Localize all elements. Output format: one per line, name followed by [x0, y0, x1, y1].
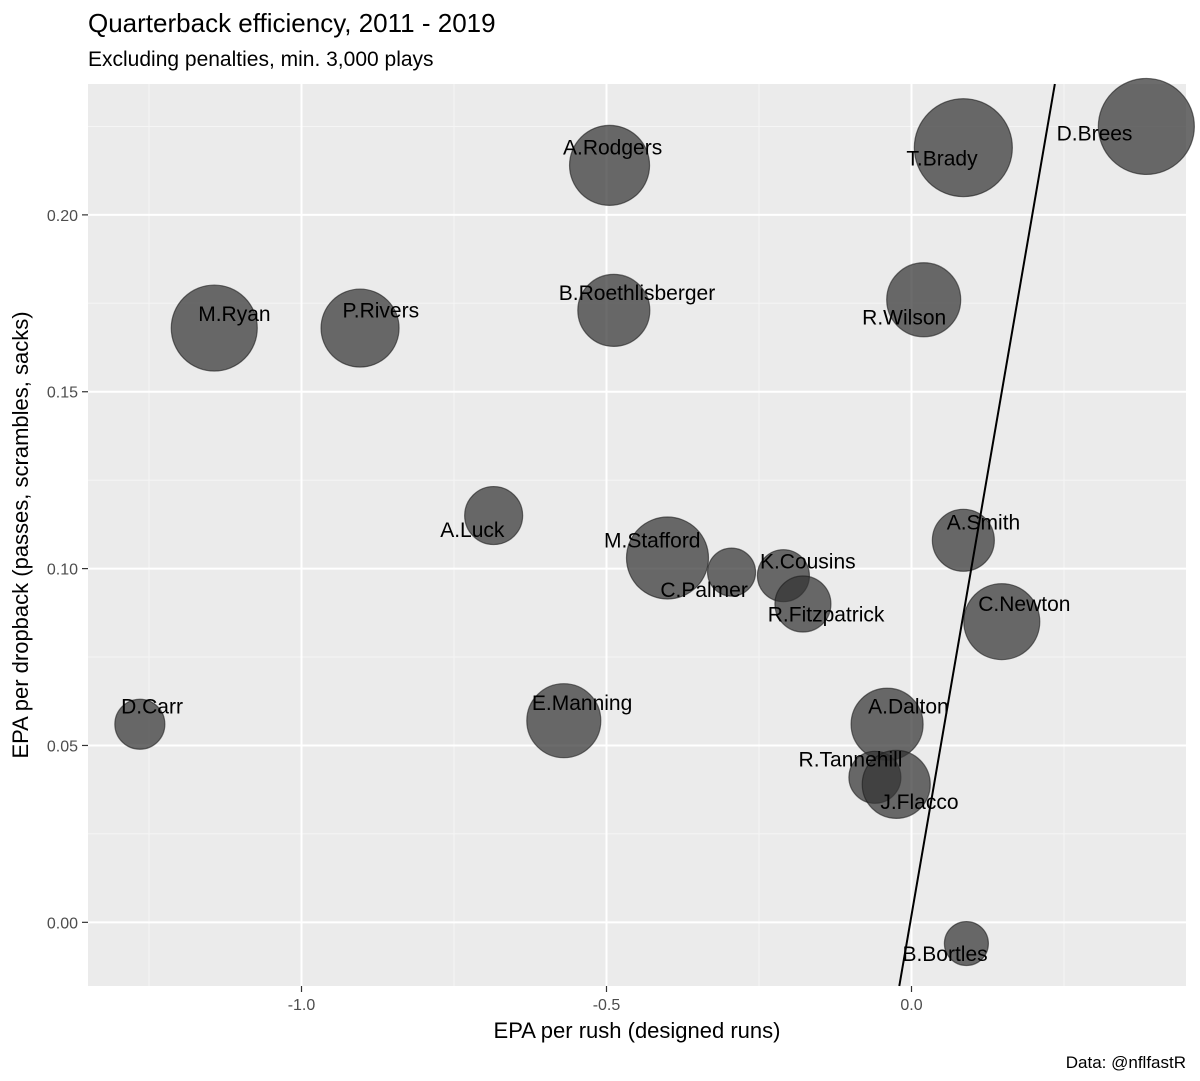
point-label-t-brady: T.Brady	[906, 147, 978, 170]
y-axis: 0.00 0.05 0.10 0.15 0.20	[47, 208, 88, 932]
bubble-c-palmer	[706, 547, 757, 597]
x-tick-label: 0.0	[900, 997, 922, 1014]
chart-caption: Data: @nflfastR	[1066, 1053, 1186, 1072]
bubble-a-luck	[464, 485, 524, 546]
reference-line-layer	[898, 83, 1056, 987]
bubble-d-brees	[1097, 77, 1195, 176]
point-label-c-palmer: C.Palmer	[660, 579, 748, 602]
bubble-m-stafford	[625, 516, 710, 600]
point-label-a-rodgers: A.Rodgers	[563, 137, 662, 160]
point-label-b-bortles: B.Bortles	[902, 943, 987, 966]
reference-line	[898, 83, 1056, 987]
point-label-e-manning: E.Manning	[532, 692, 632, 715]
point-label-m-ryan: M.Ryan	[198, 303, 270, 326]
point-label-a-smith: A.Smith	[947, 512, 1021, 535]
y-tick-label: 0.00	[47, 915, 78, 932]
point-label-r-fitzpatrick: R.Fitzpatrick	[768, 604, 885, 627]
point-label-r-tannehill: R.Tannehill	[799, 749, 903, 772]
bubble-t-brady	[913, 98, 1013, 198]
point-label-j-flacco: J.Flacco	[880, 791, 958, 814]
bubble-d-carr	[114, 698, 166, 750]
point-label-p-rivers: P.Rivers	[342, 299, 419, 322]
point-label-m-stafford: M.Stafford	[604, 529, 701, 552]
x-tick-label: -1.0	[288, 997, 316, 1014]
point-label-r-wilson: R.Wilson	[862, 307, 946, 330]
bubble-b-bortles	[943, 920, 990, 967]
bubble-p-rivers	[320, 288, 400, 368]
point-label-d-brees: D.Brees	[1057, 123, 1133, 146]
point-label-c-newton: C.Newton	[978, 593, 1070, 616]
bubble-b-roethlisberger	[577, 273, 651, 347]
y-axis-title: EPA per dropback (passes, scrambles, sac…	[8, 311, 33, 758]
y-tick-label: 0.05	[47, 738, 78, 755]
point-labels-layer: D.Brees T.Brady A.Rodgers R.Wilson B.Roethli…	[121, 123, 1132, 967]
x-axis: -1.0 -0.5 0.0	[288, 986, 923, 1014]
chart-title: Quarterback efficiency, 2011 - 2019	[88, 8, 496, 38]
point-label-d-carr: D.Carr	[121, 696, 183, 719]
point-label-k-cousins: K.Cousins	[760, 551, 856, 574]
bubble-c-newton	[963, 583, 1041, 661]
x-tick-label: -0.5	[593, 997, 621, 1014]
bubble-r-wilson	[886, 262, 962, 338]
point-label-a-luck: A.Luck	[440, 519, 505, 542]
bubble-e-manning	[526, 683, 602, 759]
y-tick-label: 0.20	[47, 208, 78, 225]
point-label-b-roethlisberger: B.Roethlisberger	[559, 282, 715, 305]
y-tick-label: 0.15	[47, 385, 78, 402]
y-tick-label: 0.10	[47, 562, 78, 579]
bubble-j-flacco	[861, 749, 931, 819]
x-axis-title: EPA per rush (designed runs)	[494, 1018, 781, 1043]
chart-subtitle: Excluding penalties, min. 3,000 plays	[88, 48, 434, 71]
bubble-a-rodgers	[568, 124, 651, 206]
point-label-a-dalton: A.Dalton	[868, 696, 949, 719]
bubble-r-fitzpatrick	[774, 575, 832, 633]
bubble-m-ryan	[170, 284, 258, 372]
